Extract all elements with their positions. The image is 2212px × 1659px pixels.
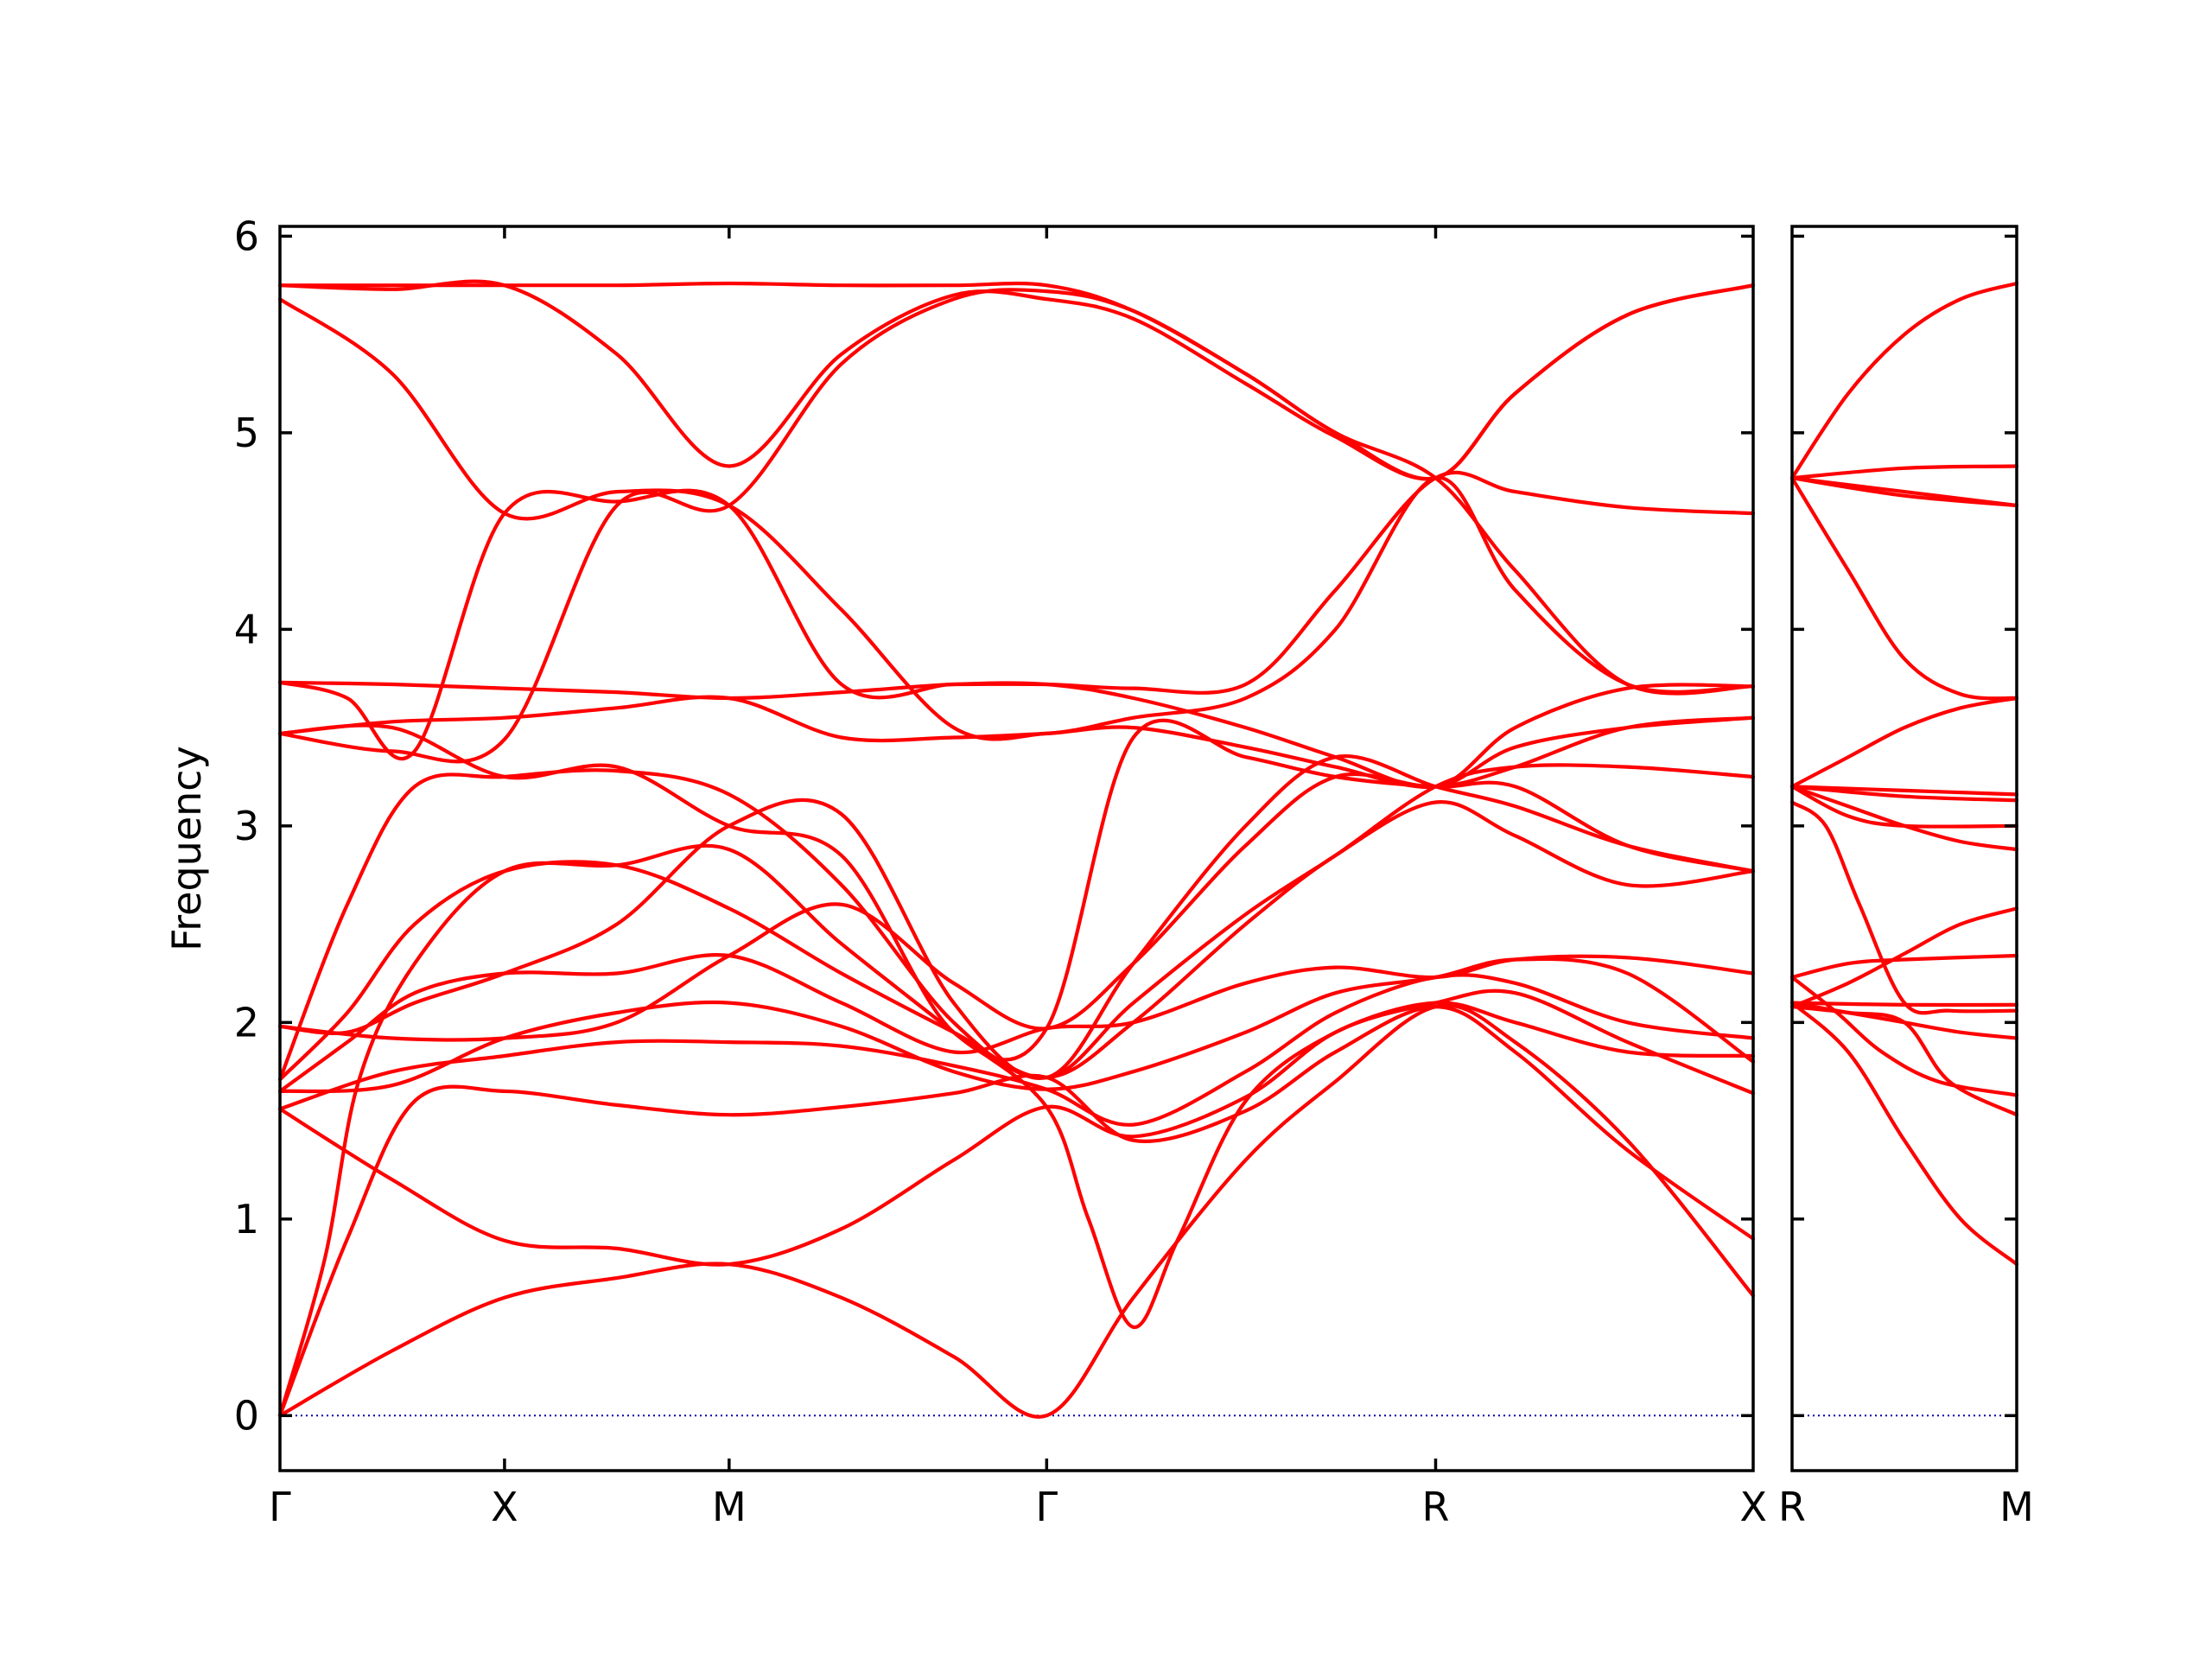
band-line xyxy=(1789,476,2019,701)
y-axis-label: Frequency xyxy=(163,746,210,951)
band-line xyxy=(277,288,1756,764)
band-line xyxy=(277,953,1756,1093)
x-tick-label: Γ xyxy=(1036,1484,1058,1530)
band-line xyxy=(1789,785,2019,803)
band-line xyxy=(1789,464,2019,480)
band-line xyxy=(1789,785,2019,829)
band-line xyxy=(1789,1001,2019,1267)
plot-frame xyxy=(278,225,1755,1472)
band-line xyxy=(1789,476,2019,508)
y-tick-label: 2 xyxy=(234,999,259,1046)
band-line xyxy=(277,470,1756,761)
main-panel: 0 1 2 3 4 5 6 Γ X M Γ R X xyxy=(234,213,1767,1530)
band-line xyxy=(277,1001,1756,1267)
band-line xyxy=(1789,906,2019,1009)
x-tick-label: Γ xyxy=(269,1484,291,1530)
band-line xyxy=(1789,785,2019,852)
band-line xyxy=(277,718,1756,1062)
band-line xyxy=(277,843,1756,1418)
band-line xyxy=(277,1005,1756,1418)
y-tick-label: 0 xyxy=(234,1392,259,1439)
band-line xyxy=(1789,1001,2019,1007)
band-line xyxy=(277,1003,1756,1419)
y-tick-label: 4 xyxy=(234,606,259,652)
x-tick-label: M xyxy=(712,1484,747,1530)
plot-frame xyxy=(1790,225,2018,1472)
band-line xyxy=(277,279,1756,481)
band-line xyxy=(277,753,1756,1080)
y-tick-label: 1 xyxy=(234,1196,259,1243)
band-line xyxy=(1789,696,2019,789)
x-tick-label: X xyxy=(491,1484,518,1530)
band-line xyxy=(277,297,1756,741)
y-tick-label: 5 xyxy=(234,410,259,456)
x-tick-label: M xyxy=(1999,1484,2034,1530)
band-line xyxy=(277,680,1756,790)
band-line xyxy=(1789,281,2019,480)
band-line xyxy=(1789,975,2019,1097)
band-line xyxy=(1789,800,2019,1015)
y-tick-label: 3 xyxy=(234,803,259,849)
x-tick-label: R xyxy=(1778,1484,1806,1530)
band-line xyxy=(1789,1005,2019,1117)
x-tick-label: R xyxy=(1422,1484,1450,1530)
band-line xyxy=(1789,953,2019,980)
y-tick-label: 6 xyxy=(234,213,259,259)
x-tick-label: X xyxy=(1739,1484,1767,1530)
